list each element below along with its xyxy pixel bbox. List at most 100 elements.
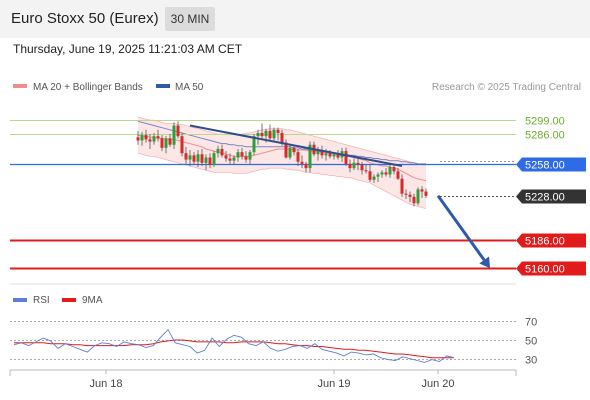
candle-body [404, 193, 408, 195]
x-axis: Jun 18 Jun 19 Jun 20 [89, 370, 455, 390]
candle-body [372, 176, 376, 180]
candle-body [192, 155, 196, 162]
candle-body [376, 174, 380, 177]
candle-body [380, 172, 384, 175]
legend-9ma: 9MA [82, 295, 103, 306]
candle-body [176, 125, 180, 137]
report-datetime: Thursday, June 19, 2025 11:21:03 AM CET [13, 42, 243, 56]
candle-body [392, 167, 396, 172]
candle-body [260, 132, 264, 137]
candle-body [164, 138, 168, 148]
candle-body [352, 162, 356, 169]
candle-body [364, 170, 368, 172]
candle-body [184, 153, 188, 160]
x-tick-label: Jun 19 [317, 378, 350, 390]
level-tag-5186.00 [516, 233, 586, 248]
candle-body [336, 154, 340, 158]
candle-body [316, 150, 320, 155]
candle-body [208, 157, 212, 165]
forecast-arrow-head [479, 256, 490, 269]
candle-body [196, 154, 200, 162]
candle-body [148, 139, 152, 142]
candle-body [228, 158, 232, 161]
candle-body [360, 164, 364, 171]
rsi-line [13, 328, 455, 363]
candle-body [348, 163, 352, 169]
candle-body [284, 142, 288, 158]
annotations [189, 124, 490, 269]
candle-body [200, 154, 204, 163]
candle-body [324, 153, 328, 156]
level-label-5286.00: 5286.00 [525, 130, 565, 142]
legend-ma50: MA 50 [175, 82, 204, 93]
candle-body [252, 136, 256, 153]
candle-body [288, 147, 292, 158]
level-tag-5258.00 [516, 157, 586, 172]
candle-body [236, 152, 240, 158]
candle-body [220, 148, 224, 156]
level-label-5299.00: 5299.00 [525, 116, 565, 128]
candle-body [232, 157, 236, 161]
candle-body [168, 138, 172, 145]
candle-body [264, 130, 268, 137]
candle-body [188, 155, 192, 160]
candle-body [424, 191, 428, 196]
candle-body [300, 161, 304, 164]
level-tag-5160.00 [516, 261, 586, 276]
candle-body [240, 152, 244, 157]
ma9-line [14, 339, 454, 359]
header-bar: Euro Stoxx 50 (Eurex) 30 MIN [0, 0, 590, 38]
level-tag-5228.00 [516, 189, 586, 204]
candle-body [368, 171, 372, 180]
legend-swatch-rsi [13, 298, 27, 302]
legend-swatch-ma20 [13, 84, 27, 88]
x-tick-label: Jun 20 [421, 378, 454, 390]
candle-body [248, 152, 252, 160]
legend-rsi: RSI [33, 295, 50, 306]
candle-body [384, 172, 388, 175]
candle-body [136, 137, 140, 141]
candle-body [280, 132, 284, 143]
candle-body [296, 152, 300, 162]
candle-body [408, 194, 412, 197]
candle-body [304, 163, 308, 169]
candle-body [388, 167, 392, 175]
instrument-title: Euro Stoxx 50 (Eurex) [11, 10, 159, 27]
research-credit: Research © 2025 Trading Central [432, 82, 581, 93]
candle-body [332, 154, 336, 157]
rsi-tick-50: 50 [525, 336, 537, 348]
candle-body [356, 162, 360, 165]
candle-body [216, 148, 220, 154]
candle-body [400, 178, 404, 194]
candle-body [180, 136, 184, 154]
candle-body [328, 153, 332, 157]
candle-body [256, 132, 260, 137]
legend-swatch-9ma [62, 298, 76, 302]
candlesticks [136, 121, 428, 207]
bollinger-upper [137, 116, 426, 166]
level-label-5186.00: 5186.00 [525, 236, 565, 248]
candle-body [276, 129, 280, 133]
candle-body [172, 125, 176, 145]
candle-body [416, 189, 420, 204]
candle-body [224, 155, 228, 159]
x-tick-label: Jun 18 [89, 378, 122, 390]
forecast-arrow-shaft [436, 194, 486, 261]
rsi-tick-30: 30 [525, 355, 537, 367]
candle-body [412, 196, 416, 204]
candle-body [396, 171, 400, 179]
timeframe-badge[interactable]: 30 MIN [165, 7, 215, 31]
candle-body [204, 157, 208, 163]
candle-body [152, 136, 156, 142]
resistance-trendline [189, 124, 403, 167]
candle-body [212, 153, 216, 165]
rsi-tick-70: 70 [525, 317, 537, 329]
candle-body [292, 147, 296, 153]
legend-swatch-ma50 [156, 84, 170, 88]
legend-ma20-bb: MA 20 + Bollinger Bands [33, 82, 143, 93]
candle-body [156, 136, 160, 139]
candle-body [272, 129, 276, 139]
level-label-5258.00: 5258.00 [525, 160, 565, 172]
candle-body [140, 135, 144, 141]
